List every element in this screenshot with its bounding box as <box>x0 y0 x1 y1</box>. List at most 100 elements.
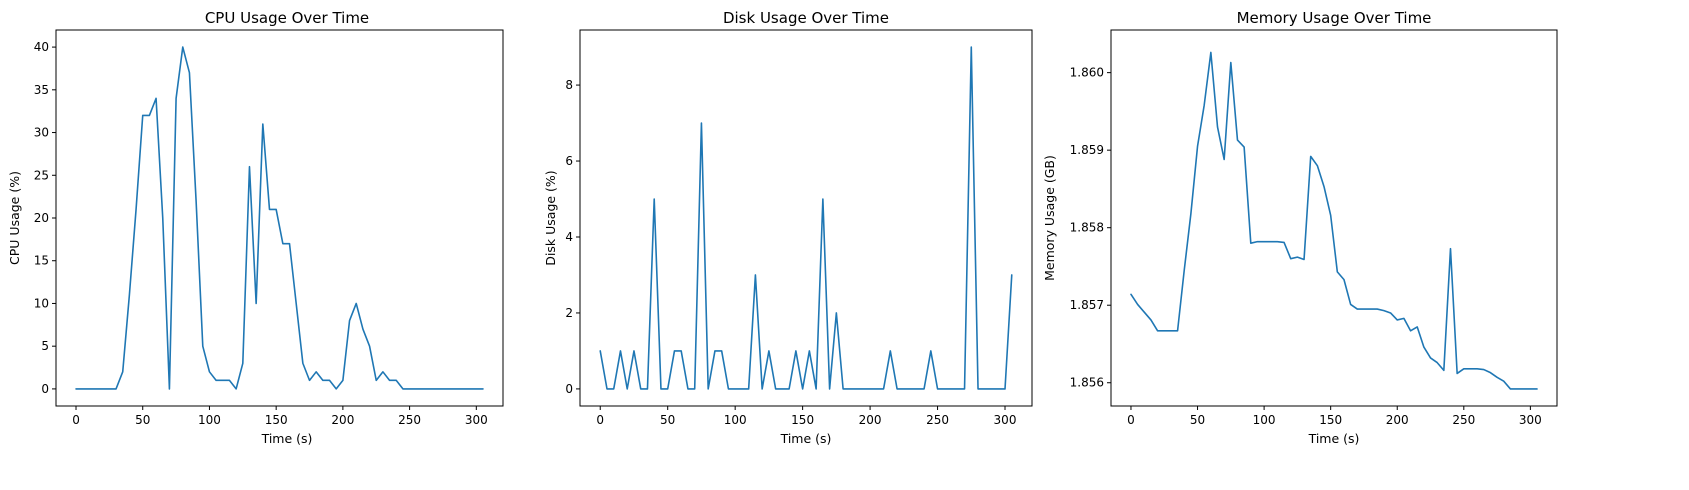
cpu-chart-data-point <box>89 388 91 390</box>
memory-chart-data-point <box>1137 304 1139 306</box>
disk-chart-data-point <box>599 350 601 352</box>
memory-chart: Memory Usage Over Time Time (s) Memory U… <box>1042 9 1558 446</box>
memory-chart-data-point <box>1310 156 1312 158</box>
cpu-chart-data-point <box>289 243 291 245</box>
disk-chart-data-point <box>869 388 871 390</box>
memory-chart-data-point <box>1503 380 1505 382</box>
memory-chart-ytick-label: 1.858 <box>1070 221 1104 235</box>
disk-chart-data-point <box>633 350 635 352</box>
memory-chart-data-point <box>1250 242 1252 244</box>
cpu-chart-data-point <box>229 380 231 382</box>
disk-chart-data-point <box>674 350 676 352</box>
disk-chart-data-point <box>1011 274 1013 276</box>
memory-chart-data-point <box>1290 258 1292 260</box>
cpu-chart-data-point <box>469 388 471 390</box>
disk-chart-data-point <box>660 388 662 390</box>
cpu-chart-data-point <box>315 371 317 373</box>
memory-chart-ytick-label: 1.856 <box>1070 376 1104 390</box>
cpu-chart-data-point <box>149 115 151 117</box>
memory-chart-data-point <box>1197 145 1199 147</box>
memory-chart-data-point <box>1257 241 1259 243</box>
memory-chart-data-point <box>1183 270 1185 272</box>
disk-chart-xtick-label: 0 <box>596 413 604 427</box>
cpu-chart-data-point <box>395 380 397 382</box>
memory-chart-xtick-label: 100 <box>1253 413 1276 427</box>
cpu-chart-data-point <box>175 98 177 100</box>
memory-chart-data-point <box>1463 368 1465 370</box>
cpu-chart-ytick-label: 40 <box>34 40 49 54</box>
disk-chart-data-point <box>930 350 932 352</box>
cpu-chart-data-point <box>476 388 478 390</box>
disk-chart-data-point <box>606 388 608 390</box>
cpu-chart-data-point <box>329 380 331 382</box>
disk-chart-data-point <box>876 388 878 390</box>
memory-chart-title: Memory Usage Over Time <box>1237 9 1432 27</box>
memory-chart-xtick-label: 50 <box>1190 413 1205 427</box>
cpu-chart-data-point <box>235 388 237 390</box>
memory-chart-data-point <box>1317 165 1319 167</box>
disk-chart-xtick-label: 300 <box>994 413 1017 427</box>
disk-chart-data-point <box>640 388 642 390</box>
cpu-chart-xlabel: Time (s) <box>261 431 313 446</box>
disk-chart-data-point <box>707 388 709 390</box>
memory-chart-data-point <box>1416 326 1418 328</box>
memory-chart-data-point <box>1350 304 1352 306</box>
disk-chart-ytick-label: 0 <box>565 382 573 396</box>
cpu-chart-data-point <box>129 294 131 296</box>
memory-chart-data-point <box>1230 62 1232 64</box>
cpu-chart-data-point <box>142 115 144 117</box>
disk-chart-data-point <box>761 388 763 390</box>
cpu-chart-data-point <box>195 200 197 202</box>
disk-chart-ytick-label: 8 <box>565 78 573 92</box>
memory-chart-data-point <box>1263 241 1265 243</box>
disk-chart-data-point <box>923 388 925 390</box>
cpu-chart-data-point <box>269 209 271 211</box>
cpu-chart-data-point <box>222 380 224 382</box>
cpu-chart-data-point <box>442 388 444 390</box>
disk-chart-data-point <box>694 388 696 390</box>
disk-chart-data-point <box>984 388 986 390</box>
memory-chart-data-point <box>1396 319 1398 321</box>
disk-chart-data-point <box>970 46 972 48</box>
cpu-chart-xtick-label: 250 <box>398 413 421 427</box>
memory-chart-data-point <box>1357 308 1359 310</box>
cpu-chart-ytick-label: 20 <box>34 211 49 225</box>
disk-chart-ytick-label: 6 <box>565 154 573 168</box>
disk-chart-data-point <box>748 388 750 390</box>
disk-chart-data-point <box>937 388 939 390</box>
cpu-chart-data-point <box>362 328 364 330</box>
cpu-chart-data-point <box>422 388 424 390</box>
disk-chart-data-point <box>775 388 777 390</box>
memory-chart-data-point <box>1277 241 1279 243</box>
cpu-chart-data-point <box>349 320 351 322</box>
disk-chart-data-point <box>815 388 817 390</box>
disk-chart-data-point <box>768 350 770 352</box>
memory-chart-data-point <box>1403 318 1405 320</box>
disk-chart-data-point <box>842 388 844 390</box>
cpu-chart-data-point <box>375 380 377 382</box>
cpu-chart-data-point <box>335 388 337 390</box>
cpu-chart-data-point <box>295 303 297 305</box>
memory-chart-data-point <box>1496 377 1498 379</box>
disk-chart-data-point <box>667 388 669 390</box>
cpu-chart-data-point <box>162 217 164 219</box>
cpu-chart-data-point <box>402 388 404 390</box>
memory-chart-data-point <box>1376 308 1378 310</box>
disk-chart-data-point <box>626 388 628 390</box>
memory-chart-ylabel: Memory Usage (GB) <box>1042 155 1057 281</box>
disk-chart-data-point <box>997 388 999 390</box>
memory-chart-data-point <box>1490 372 1492 374</box>
memory-chart-data-point <box>1203 104 1205 106</box>
memory-chart-data-point <box>1370 308 1372 310</box>
disk-chart-data-point <box>809 350 811 352</box>
cpu-chart-data-point <box>309 380 311 382</box>
cpu-chart-ytick-label: 30 <box>34 126 49 140</box>
cpu-chart-xtick-label: 0 <box>72 413 80 427</box>
cpu-chart-ytick-label: 25 <box>34 168 49 182</box>
disk-chart-plot-frame <box>579 29 1033 407</box>
disk-chart-data-point <box>741 388 743 390</box>
cpu-chart-data-point <box>102 388 104 390</box>
memory-chart-ytick-label: 1.859 <box>1070 143 1104 157</box>
disk-chart-data-point <box>701 122 703 124</box>
